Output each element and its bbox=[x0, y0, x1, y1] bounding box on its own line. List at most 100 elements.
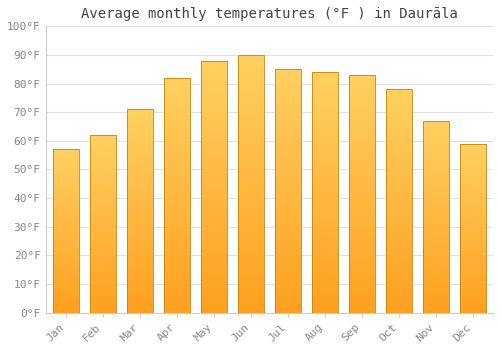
Bar bbox=[460, 188, 485, 191]
Bar bbox=[349, 275, 374, 279]
Bar bbox=[127, 227, 153, 231]
Bar bbox=[423, 232, 448, 236]
Bar bbox=[127, 150, 153, 154]
Bar bbox=[127, 256, 153, 260]
Bar bbox=[312, 212, 338, 216]
Bar bbox=[386, 174, 411, 179]
Bar bbox=[127, 231, 153, 236]
Bar bbox=[53, 189, 79, 192]
Bar bbox=[164, 256, 190, 261]
Bar bbox=[349, 113, 374, 118]
Bar bbox=[386, 205, 411, 210]
Bar bbox=[423, 289, 448, 293]
Bar bbox=[90, 188, 116, 192]
Bar bbox=[386, 165, 411, 170]
Bar bbox=[53, 251, 79, 254]
Bar bbox=[312, 116, 338, 120]
Bar bbox=[275, 74, 300, 79]
Bar bbox=[423, 271, 448, 274]
Bar bbox=[53, 156, 79, 159]
Bar bbox=[460, 238, 485, 242]
Bar bbox=[312, 149, 338, 154]
Bar bbox=[423, 152, 448, 155]
Bar bbox=[423, 263, 448, 267]
Bar bbox=[460, 157, 485, 161]
Bar bbox=[386, 281, 411, 286]
Bar bbox=[201, 151, 227, 156]
Bar bbox=[238, 235, 264, 240]
Bar bbox=[164, 172, 190, 176]
Bar bbox=[238, 282, 264, 287]
Bar bbox=[164, 111, 190, 116]
Bar bbox=[238, 117, 264, 122]
Bar bbox=[53, 283, 79, 287]
Bar bbox=[423, 251, 448, 255]
Bar bbox=[349, 303, 374, 308]
Bar bbox=[238, 246, 264, 251]
Bar bbox=[275, 69, 300, 74]
Bar bbox=[127, 260, 153, 264]
Bar bbox=[386, 130, 411, 134]
Bar bbox=[90, 178, 116, 181]
Bar bbox=[312, 159, 338, 163]
Bar bbox=[238, 55, 264, 313]
Bar bbox=[312, 274, 338, 279]
Bar bbox=[238, 96, 264, 101]
Bar bbox=[164, 153, 190, 158]
Bar bbox=[90, 263, 116, 266]
Bar bbox=[275, 254, 300, 259]
Bar bbox=[386, 228, 411, 232]
Bar bbox=[275, 210, 300, 215]
Bar bbox=[238, 70, 264, 76]
Bar bbox=[349, 189, 374, 194]
Bar bbox=[164, 280, 190, 285]
Bar bbox=[164, 125, 190, 130]
Bar bbox=[90, 220, 116, 224]
Bar bbox=[386, 152, 411, 156]
Bar bbox=[238, 194, 264, 199]
Bar bbox=[238, 106, 264, 112]
Bar bbox=[53, 192, 79, 195]
Bar bbox=[423, 159, 448, 163]
Bar bbox=[53, 179, 79, 182]
Bar bbox=[349, 227, 374, 232]
Bar bbox=[423, 209, 448, 213]
Bar bbox=[423, 136, 448, 140]
Bar bbox=[127, 207, 153, 211]
Bar bbox=[386, 259, 411, 264]
Bar bbox=[312, 135, 338, 139]
Bar bbox=[460, 289, 485, 292]
Bar bbox=[164, 101, 190, 106]
Bar bbox=[164, 299, 190, 303]
Bar bbox=[460, 150, 485, 154]
Bar bbox=[349, 260, 374, 265]
Bar bbox=[53, 296, 79, 300]
Bar bbox=[423, 236, 448, 240]
Bar bbox=[460, 222, 485, 225]
Bar bbox=[201, 66, 227, 71]
Bar bbox=[349, 237, 374, 242]
Bar bbox=[53, 280, 79, 283]
Bar bbox=[53, 241, 79, 244]
Bar bbox=[90, 259, 116, 263]
Bar bbox=[127, 292, 153, 296]
Bar bbox=[386, 201, 411, 205]
Bar bbox=[386, 210, 411, 214]
Bar bbox=[90, 241, 116, 245]
Bar bbox=[460, 204, 485, 208]
Bar bbox=[312, 96, 338, 101]
Bar bbox=[90, 167, 116, 170]
Bar bbox=[164, 266, 190, 270]
Bar bbox=[423, 205, 448, 209]
Bar bbox=[127, 268, 153, 272]
Bar bbox=[90, 195, 116, 199]
Bar bbox=[90, 295, 116, 299]
Bar bbox=[349, 289, 374, 294]
Bar bbox=[164, 294, 190, 299]
Bar bbox=[423, 305, 448, 309]
Bar bbox=[53, 231, 79, 234]
Bar bbox=[312, 139, 338, 144]
Bar bbox=[460, 259, 485, 262]
Bar bbox=[386, 147, 411, 152]
Bar bbox=[201, 282, 227, 287]
